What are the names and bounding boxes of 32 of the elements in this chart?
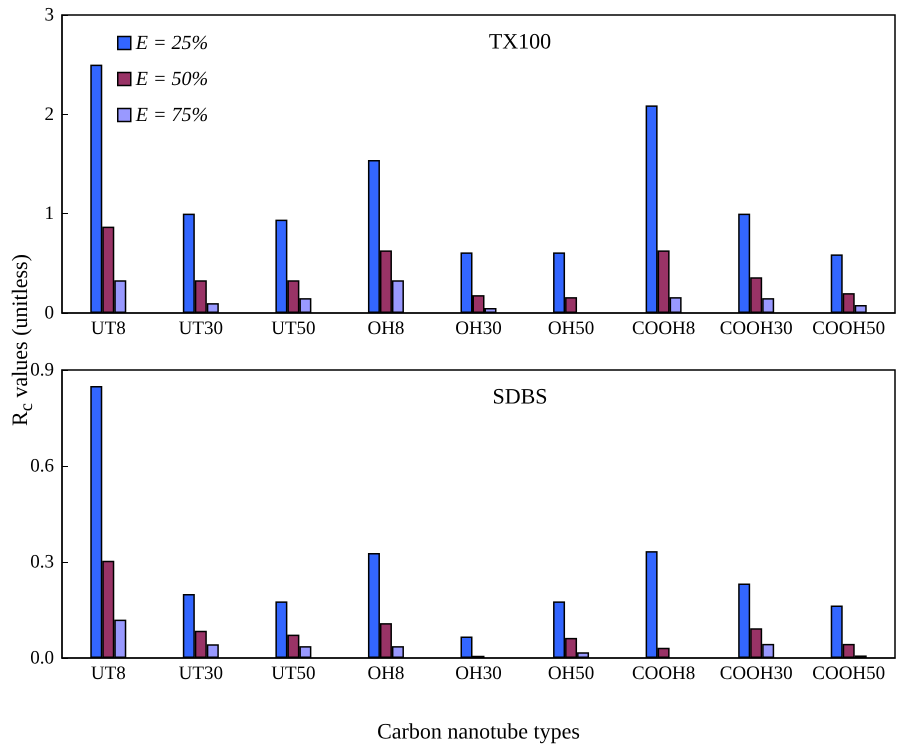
- y-tick-label: 0.3: [30, 552, 54, 572]
- x-tick-label: OH8: [367, 663, 404, 684]
- x-tick-label: UT50: [271, 318, 316, 339]
- y-tick-label: 3: [44, 4, 54, 26]
- x-tick-label: OH50: [548, 663, 594, 684]
- x-tick-label: UT30: [178, 318, 223, 339]
- x-tick-label: UT30: [178, 663, 223, 684]
- y-tick-label: 0.6: [30, 456, 54, 476]
- x-axis-title: Carbon nanotube types: [377, 718, 580, 744]
- x-tick-label: COOH30: [720, 318, 793, 339]
- x-tick-label: COOH50: [812, 318, 886, 339]
- x-tick-label: COOH8: [632, 663, 696, 684]
- legend-label: E = 75%: [134, 104, 208, 126]
- x-tick-label: OH30: [455, 663, 502, 684]
- y-tick-label: 0.0: [30, 648, 54, 668]
- x-tick-label: OH30: [455, 318, 502, 339]
- x-tick-label: OH50: [548, 318, 594, 339]
- text: SDBS: [492, 384, 548, 408]
- y-tick-label: 1: [44, 203, 54, 224]
- x-tick-label: UT8: [90, 663, 126, 684]
- x-tick-label: COOH30: [720, 663, 793, 684]
- x-tick-label: OH8: [367, 318, 404, 339]
- text: TX100: [488, 28, 552, 54]
- x-tick-label: UT8: [90, 318, 126, 339]
- legend-label: E = 25%: [134, 32, 208, 54]
- y-tick-label: 0.9: [30, 360, 54, 380]
- x-tick-label: COOH50: [812, 663, 886, 684]
- x-tick-label: COOH8: [632, 318, 696, 339]
- y-tick-label: 0: [44, 302, 54, 324]
- y-tick-label: 2: [44, 104, 54, 125]
- legend-label: E = 50%: [134, 68, 208, 90]
- x-tick-label: UT50: [271, 663, 316, 684]
